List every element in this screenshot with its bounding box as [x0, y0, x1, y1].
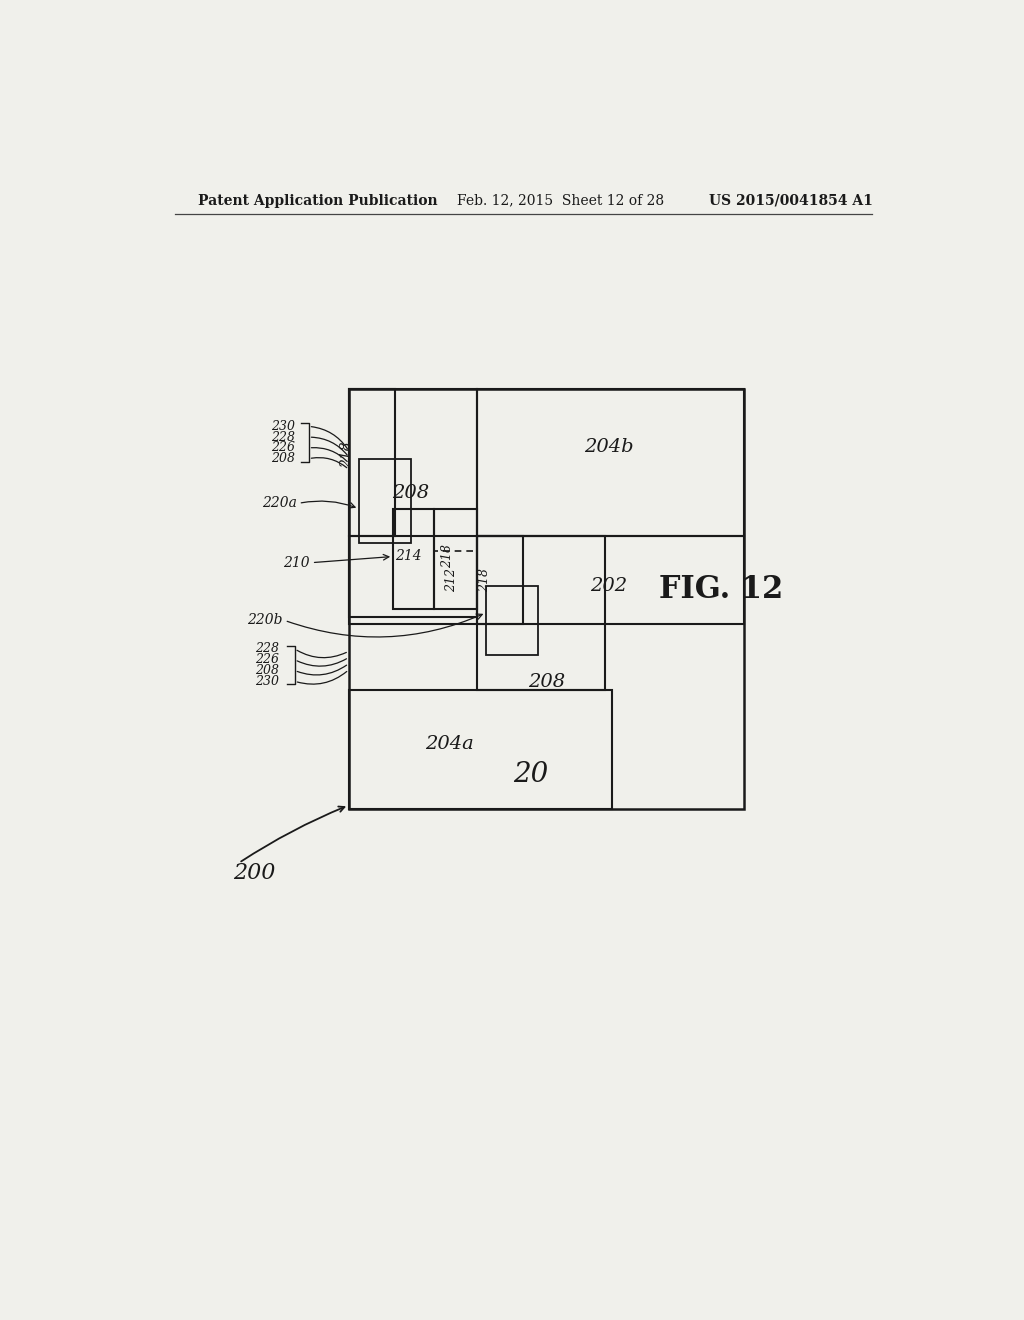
Text: 200: 200	[232, 862, 275, 884]
Bar	[359, 459, 411, 544]
Text: 208: 208	[255, 664, 280, 677]
Text: 230: 230	[255, 675, 280, 688]
Text: 204a: 204a	[425, 735, 474, 752]
Text: 208: 208	[528, 673, 565, 690]
Text: Feb. 12, 2015  Sheet 12 of 28: Feb. 12, 2015 Sheet 12 of 28	[458, 194, 665, 207]
Text: 204b: 204b	[584, 438, 633, 457]
Text: 218: 218	[478, 569, 490, 593]
Text: 218: 218	[340, 441, 354, 469]
Text: 208: 208	[392, 484, 429, 503]
Text: 220b: 220b	[248, 614, 283, 627]
Bar	[349, 389, 744, 809]
Text: 212: 212	[445, 569, 459, 593]
Bar	[349, 389, 477, 616]
Text: 202: 202	[590, 577, 627, 595]
Text: 226: 226	[255, 653, 280, 667]
Text: 230: 230	[270, 420, 295, 433]
Bar	[349, 389, 395, 536]
Text: 218: 218	[440, 544, 454, 569]
Bar	[477, 536, 523, 624]
Bar	[477, 389, 744, 536]
Text: Patent Application Publication: Patent Application Publication	[198, 194, 437, 207]
Bar	[434, 508, 477, 609]
Bar	[349, 536, 744, 624]
Text: 210: 210	[284, 556, 310, 570]
Bar	[349, 689, 612, 809]
Text: 20: 20	[513, 760, 549, 788]
Bar	[393, 508, 434, 609]
Text: 220a: 220a	[262, 496, 297, 511]
Text: FIG. 12: FIG. 12	[658, 574, 783, 605]
Text: US 2015/0041854 A1: US 2015/0041854 A1	[710, 194, 873, 207]
Bar	[477, 536, 604, 689]
Bar	[434, 552, 477, 609]
Text: 228: 228	[255, 643, 280, 656]
Text: 208: 208	[270, 453, 295, 465]
Text: 214: 214	[395, 549, 422, 564]
Text: 228: 228	[270, 430, 295, 444]
Bar	[486, 586, 538, 655]
Text: 226: 226	[270, 441, 295, 454]
